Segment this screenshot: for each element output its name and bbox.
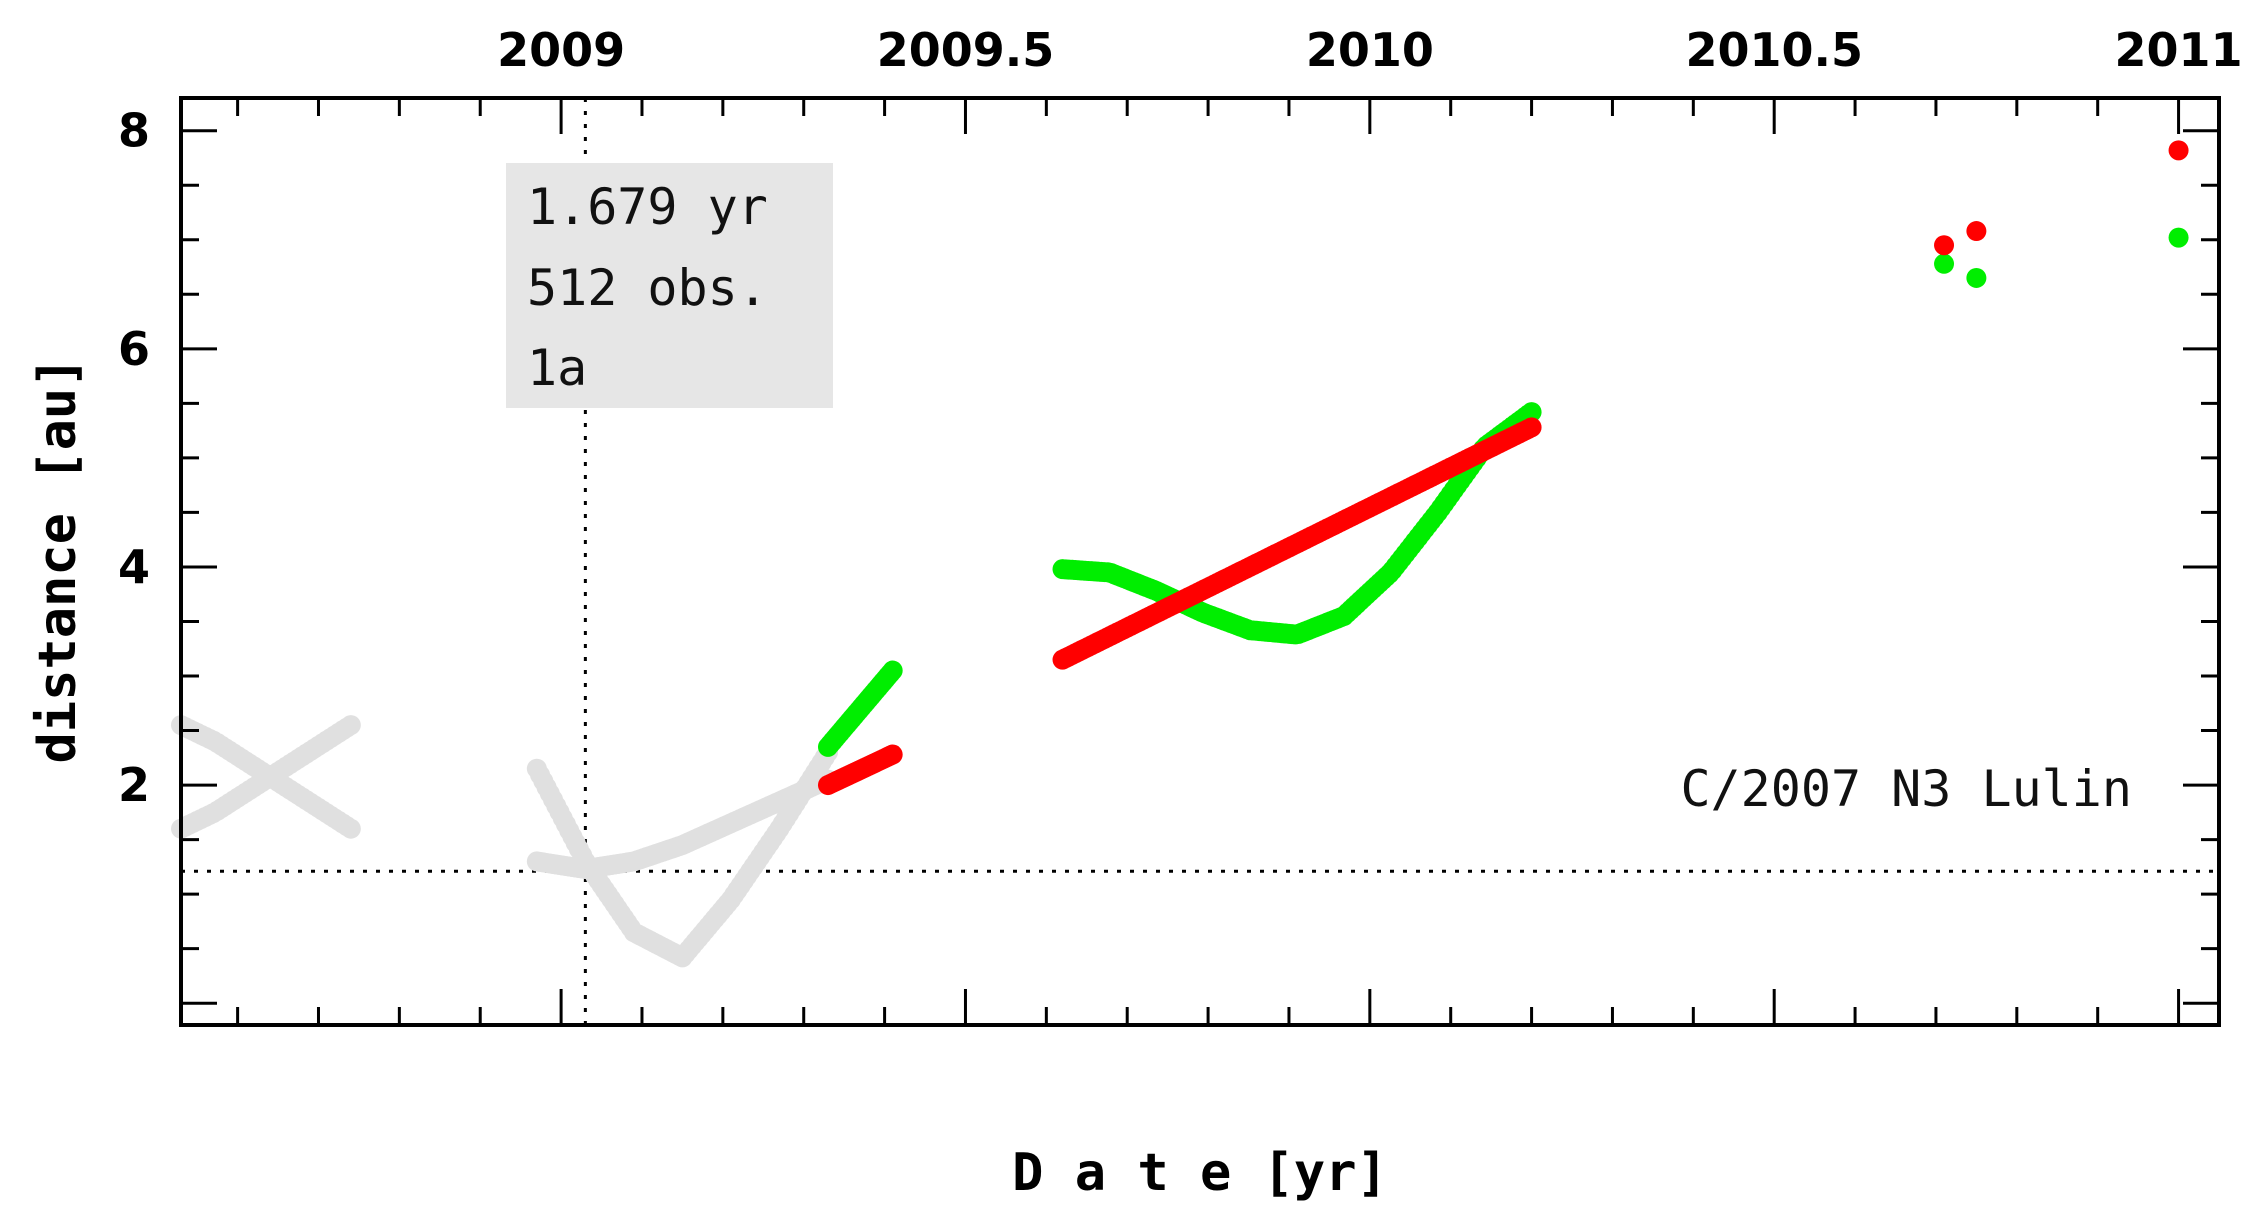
green-data-point xyxy=(1521,402,1542,423)
green-data-point xyxy=(882,660,903,681)
y-axis-tick-labels: 2 4 6 8 xyxy=(118,104,150,812)
x-tick-label: 2009 xyxy=(497,23,625,77)
x-tick-label: 2009.5 xyxy=(877,23,1055,77)
y-tick-label: 2 xyxy=(118,758,150,812)
info-box-arc-length: 1.679 yr xyxy=(527,178,768,236)
object-name-label: C/2007 N3 Lulin xyxy=(1680,760,2132,818)
x-axis-title: D a t e [yr] xyxy=(1012,1143,1388,1203)
red-data-point xyxy=(1934,235,1955,256)
y-tick-label: 4 xyxy=(118,540,150,594)
axis-ticks xyxy=(181,98,2219,1025)
red-data-point xyxy=(1521,417,1542,438)
gray-data-point xyxy=(340,818,361,839)
info-box: 1.679 yr 512 obs. 1a xyxy=(506,163,833,408)
reference-lines xyxy=(181,98,2219,1025)
y-axis-title: distance [au] xyxy=(28,357,88,764)
red-data-point xyxy=(2168,140,2189,161)
x-tick-label: 2010.5 xyxy=(1685,23,1863,77)
x-axis-tick-labels: 2009 2009.5 2010 2010.5 2011 xyxy=(497,23,2242,77)
green-data-point xyxy=(1934,253,1955,274)
x-tick-label: 2010 xyxy=(1306,23,1434,77)
green-data-point xyxy=(1966,267,1987,288)
info-box-observations: 512 obs. xyxy=(527,259,768,317)
y-tick-label: 8 xyxy=(118,104,150,158)
data-points xyxy=(171,140,2189,968)
x-tick-label: 2011 xyxy=(2115,23,2243,77)
plot-frame xyxy=(179,96,2221,1027)
red-data-point xyxy=(1966,221,1987,242)
info-box-quality-class: 1a xyxy=(527,339,587,397)
green-data-point xyxy=(2168,227,2189,248)
info-box-background xyxy=(506,163,833,408)
red-data-point xyxy=(882,744,903,765)
gray-data-point xyxy=(340,715,361,736)
y-tick-label: 6 xyxy=(118,322,150,376)
